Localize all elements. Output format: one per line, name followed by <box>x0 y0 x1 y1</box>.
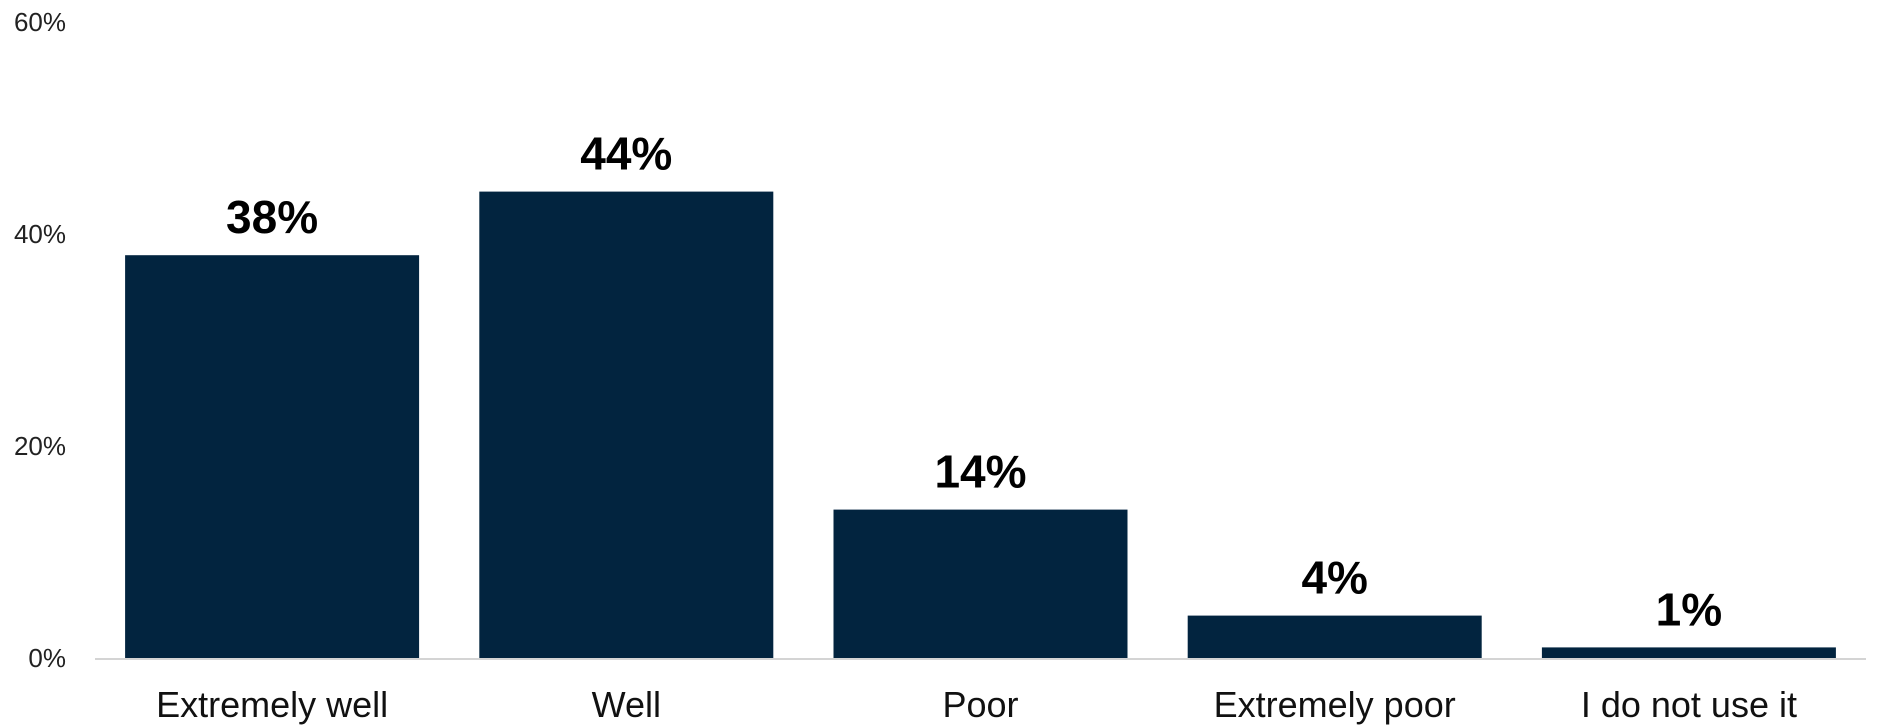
x-category-label: I do not use it <box>1581 684 1797 725</box>
bar <box>1541 647 1836 658</box>
bars <box>125 191 1836 658</box>
x-category-label: Extremely well <box>156 684 388 725</box>
x-category-label: Extremely poor <box>1214 684 1456 725</box>
bar <box>125 255 420 658</box>
y-tick-label: 20% <box>14 431 66 461</box>
y-tick-label: 40% <box>14 219 66 249</box>
bar <box>833 509 1128 658</box>
bar-value-label: 14% <box>934 446 1026 498</box>
y-tick-label: 0% <box>28 643 66 673</box>
bar-value-label: 4% <box>1301 552 1367 604</box>
bar-value-label: 44% <box>580 128 672 180</box>
x-category-label: Well <box>592 684 661 725</box>
y-axis: 0% 20% 40% 60% <box>14 7 66 673</box>
y-tick-label: 60% <box>14 7 66 37</box>
bar-value-label: 38% <box>226 191 318 243</box>
bar <box>479 191 774 658</box>
x-axis: Extremely well Well Poor Extremely poor I do… <box>156 684 1797 725</box>
x-category-label: Poor <box>942 684 1018 725</box>
bar <box>1187 615 1482 658</box>
bar-value-label: 1% <box>1656 583 1722 635</box>
value-labels: 38% 44% 14% 4% 1% <box>226 128 1722 636</box>
